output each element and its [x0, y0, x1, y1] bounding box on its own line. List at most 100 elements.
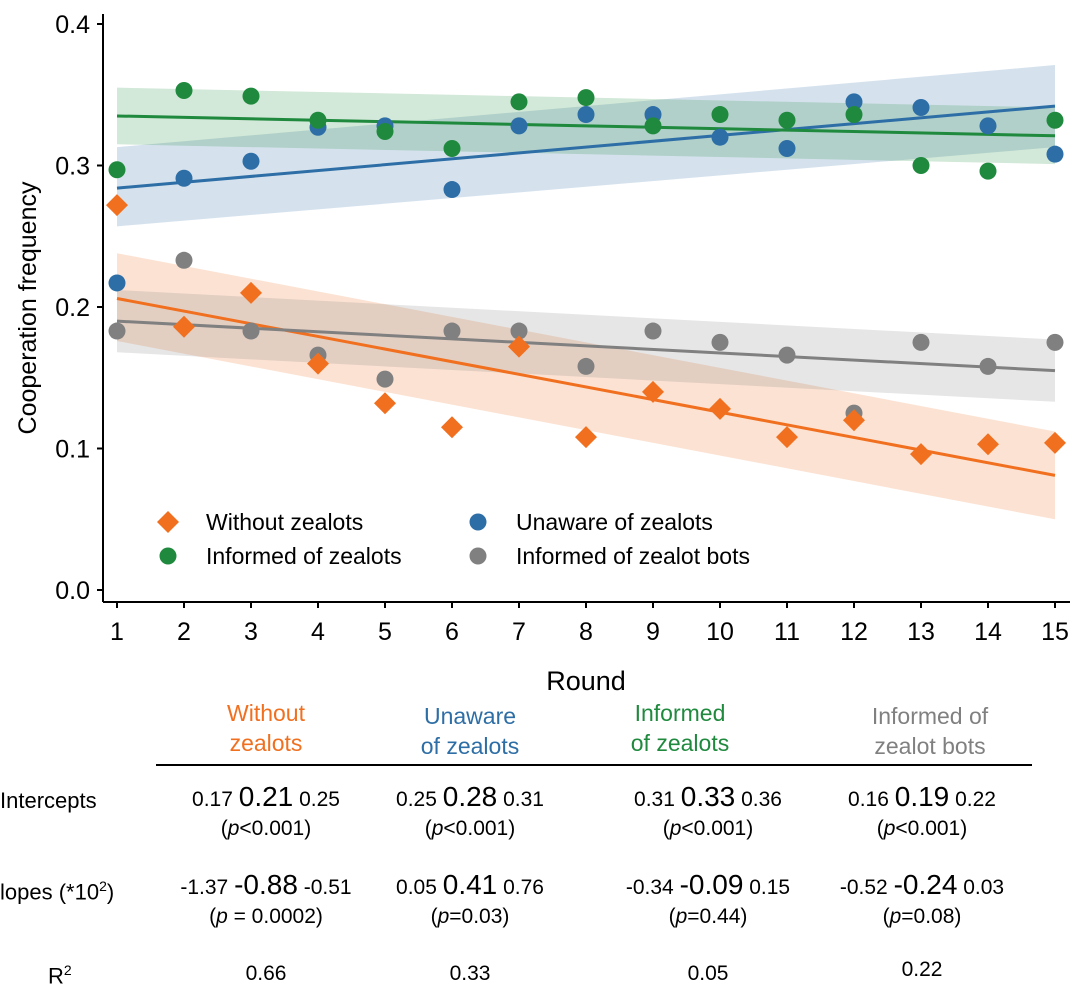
data-point-circle [778, 111, 796, 129]
x-axis-title: Round [546, 666, 626, 696]
p-paren: ( [209, 905, 217, 928]
data-point-circle [912, 157, 930, 174]
p-paren: ) [315, 905, 323, 928]
data-point-diamond [441, 416, 463, 439]
legend-marker [159, 547, 177, 565]
data-point-circle [711, 106, 729, 124]
data-point-circle [376, 370, 394, 388]
data-point-circle [108, 322, 126, 340]
data-point-diamond [843, 409, 865, 432]
x-tick-label: 11 [774, 618, 800, 646]
slope-cell: 0.05 0.41 0.76 (p=0.03) [360, 869, 580, 929]
trend-line [116, 114, 1056, 138]
slope-cell: -0.52 -0.24 0.03 (p=0.08) [812, 869, 1032, 929]
p-text: = 0.0002 [227, 905, 316, 928]
row-label-text: R [48, 963, 64, 989]
ci-upper: 0.76 [497, 876, 544, 899]
estimate-line: 0.25 0.28 0.31 [360, 781, 580, 813]
data-point-circle [778, 140, 796, 158]
estimate-value: 0.28 [442, 781, 498, 812]
legend: Without zealots Unaware of zealots Informe… [157, 509, 750, 569]
legend-label: Without zealots [206, 509, 363, 535]
estimate-value: -0.09 [679, 869, 744, 900]
trend-line [116, 319, 1056, 373]
p-symbol: p [889, 905, 902, 928]
estimate-line: 0.16 0.19 0.22 [812, 781, 1032, 813]
data-point-circle [242, 152, 260, 170]
intercept-cell: 0.31 0.33 0.36 (p<0.001) [598, 781, 818, 841]
data-point-circle [979, 162, 997, 180]
estimate-value: 0.19 [894, 781, 950, 812]
data-point-circle [912, 98, 930, 116]
data-point-diamond [776, 426, 798, 449]
p-paren: ) [740, 905, 748, 928]
x-tick-label: 12 [840, 618, 868, 646]
p-text: <0.001 [443, 817, 509, 840]
ci-lower: 0.16 [848, 788, 895, 811]
data-point-circle [912, 333, 930, 351]
p-paren: ( [668, 905, 676, 928]
p-symbol: p [437, 905, 450, 928]
col-head-without: Without zealots [186, 698, 346, 758]
p-symbol: p [227, 817, 240, 840]
data-point-circle [644, 322, 662, 340]
ci-lower: -1.37 [180, 876, 235, 899]
estimate-line: -0.52 -0.24 0.03 [812, 869, 1032, 901]
r2-cell: 0.33 [449, 962, 491, 985]
data-point-circle [577, 357, 595, 375]
ci-lower: 0.25 [396, 788, 443, 811]
row-label-text: lopes (*10 [0, 879, 100, 905]
data-point-circle [979, 117, 997, 135]
intercept-cell: 0.16 0.19 0.22 (p<0.001) [812, 781, 1032, 841]
data-point-diamond [910, 443, 932, 466]
estimate-value: 0.33 [680, 781, 736, 812]
legend-marker [469, 513, 487, 531]
intercept-cell: 0.17 0.21 0.25 (p<0.001) [156, 781, 376, 841]
p-text: <0.001 [239, 817, 305, 840]
trend-lines [116, 104, 1056, 477]
p-text: <0.001 [681, 817, 747, 840]
data-point-circle [376, 123, 394, 141]
y-tick-label: 0.2 [55, 294, 90, 322]
trend-line [116, 104, 1056, 190]
x-tick-label: 1 [110, 618, 124, 646]
estimate-value: 0.41 [442, 869, 498, 900]
p-value: (p=0.08) [812, 905, 1032, 929]
data-point-diamond [709, 397, 731, 420]
axes: 0.00.10.20.30.41 2 3 4 5 6 7 8 9 10 11 12 13 14 15 [55, 11, 1070, 646]
y-tick-label: 0.1 [55, 436, 90, 464]
legend-marker [157, 511, 179, 533]
y-tick-label: 0.4 [55, 11, 90, 39]
p-paren: ) [502, 905, 510, 928]
col-head-unaware: Unaware of zealots [390, 701, 550, 761]
x-tick-label: 9 [646, 618, 660, 646]
legend-label: Informed of zealots [206, 543, 402, 569]
row-label-r2: R2 [48, 962, 72, 989]
col-head-line: Without [227, 700, 305, 726]
data-point-circle [175, 82, 193, 100]
x-tick-label: 6 [445, 618, 459, 646]
p-value: (p<0.001) [598, 817, 818, 841]
p-text: =0.03 [449, 905, 503, 928]
data-point-diamond [240, 281, 262, 304]
p-value: (p = 0.0002) [156, 905, 376, 929]
data-point-circle [108, 274, 126, 292]
x-tick-label: 5 [378, 618, 392, 646]
legend-marker [469, 547, 487, 565]
r2-cell: 0.66 [245, 962, 287, 985]
row-label-text: Intercepts [0, 788, 97, 813]
estimate-line: -1.37 -0.88 -0.51 [156, 869, 376, 901]
data-point-diamond [977, 433, 999, 456]
p-paren: ) [954, 905, 962, 928]
col-head-line: Informed [634, 700, 726, 726]
ci-lower: 0.31 [634, 788, 681, 811]
legend-label: Unaware of zealots [516, 509, 713, 535]
p-paren: ) [508, 817, 516, 840]
estimate-line: 0.05 0.41 0.76 [360, 869, 580, 901]
row-label-sup: 2 [99, 878, 107, 894]
data-point-circle [510, 93, 528, 111]
estimate-value: 0.21 [238, 781, 294, 812]
data-point-diamond [575, 426, 597, 449]
scatter-chart: 0.00.10.20.30.41 2 3 4 5 6 7 8 9 10 11 12 13 14 15 Coo… [14, 11, 1070, 696]
ci-lower: 0.05 [396, 876, 443, 899]
